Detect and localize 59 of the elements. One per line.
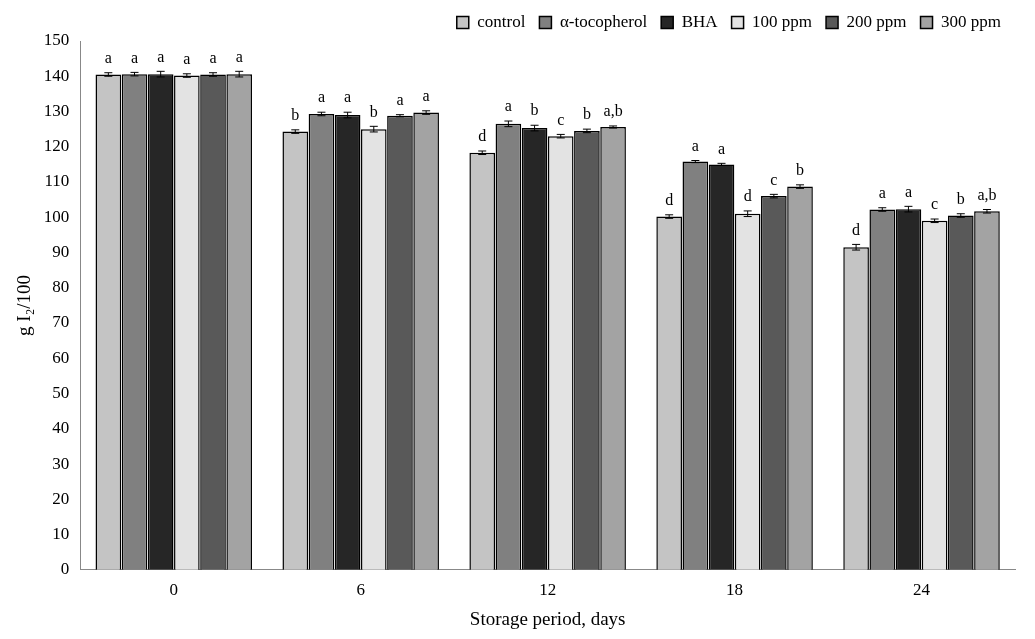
data-label: b: [956, 189, 965, 207]
legend-label: 300 ppm: [941, 11, 1002, 31]
x-tick-label: 12: [539, 580, 557, 600]
data-label: a: [422, 87, 430, 104]
y-tick-label: 100: [43, 206, 70, 226]
legend-label: α-tocopherol: [559, 11, 648, 31]
data-label: a: [344, 88, 352, 106]
data-label: b: [291, 106, 300, 124]
data-label: a: [157, 47, 165, 65]
y-tick-label: 40: [52, 418, 70, 438]
data-label: a: [717, 139, 726, 157]
data-label: d: [852, 220, 861, 238]
y-tick-label: 10: [52, 524, 70, 544]
y-tick-label: 120: [43, 136, 70, 156]
legend-label: 100 ppm: [752, 11, 813, 31]
x-tick-label: 24: [913, 580, 931, 600]
data-label: b: [582, 105, 591, 123]
y-tick-label: 50: [52, 383, 70, 402]
y-tick-label: 60: [52, 347, 70, 367]
data-label: a: [183, 49, 191, 67]
x-tick-label: 6: [356, 580, 365, 600]
y-tick-label: 130: [43, 100, 70, 120]
data-label: d: [478, 127, 487, 145]
data-label: a: [209, 48, 217, 66]
y-tick-label: 70: [52, 312, 70, 332]
data-label: a: [104, 48, 112, 66]
data-label: a: [130, 48, 139, 66]
data-label: a: [504, 97, 512, 115]
x-axis-title: Storage period, days: [469, 607, 626, 629]
y-tick-label: 20: [52, 488, 70, 508]
y-tick-label: 90: [52, 241, 70, 261]
data-label: a: [878, 183, 886, 201]
data-label: a: [396, 90, 404, 108]
data-label: d: [743, 187, 752, 205]
y-tick-label: 140: [43, 65, 70, 85]
data-label: a,b: [977, 185, 997, 203]
y-tick-label: 150: [43, 30, 70, 50]
data-label: a: [317, 88, 326, 106]
x-tick-label: 0: [169, 580, 179, 600]
x-tick-label: 18: [726, 580, 744, 600]
data-label: b: [530, 101, 539, 119]
y-tick-label: 30: [52, 453, 70, 473]
data-label: d: [665, 191, 674, 208]
legend-label: control: [477, 11, 526, 31]
y-tick-label: 0: [60, 559, 70, 579]
legend-label: 200 ppm: [846, 11, 907, 31]
data-label: b: [369, 102, 378, 120]
data-label: c: [770, 170, 778, 188]
data-label: c: [557, 110, 565, 128]
data-label: a: [235, 47, 243, 65]
y-tick-label: 80: [52, 277, 70, 297]
data-label: a: [904, 182, 912, 200]
data-label: a: [691, 136, 699, 154]
y-axis-title: g I₂/100: [13, 274, 35, 336]
legend-label: BHA: [681, 11, 719, 31]
data-label: a,b: [603, 102, 623, 120]
data-label: c: [931, 195, 939, 213]
data-label: b: [796, 161, 805, 179]
y-tick-label: 110: [44, 171, 70, 191]
